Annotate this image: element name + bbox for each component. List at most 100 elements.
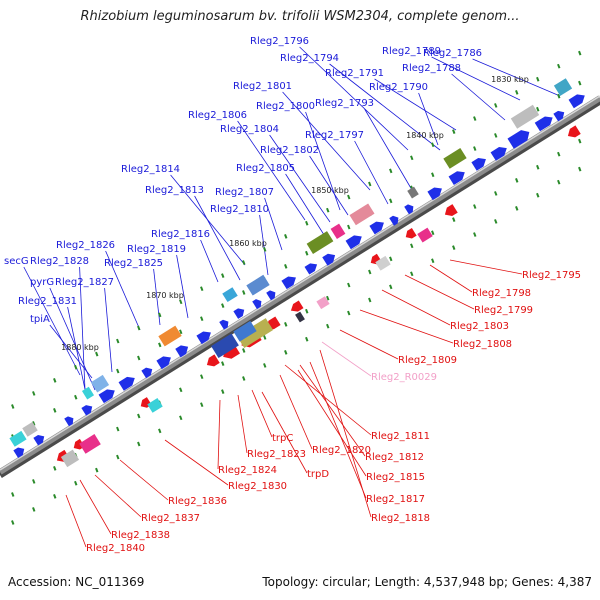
track-tick (221, 303, 225, 308)
forward-gene-arrow (252, 299, 262, 310)
upper-gene-label: pyrG (30, 277, 54, 288)
scale-tick-label: 1840 kbp (406, 131, 444, 140)
forward-gene-arrow (281, 276, 296, 290)
track-tick (95, 351, 99, 357)
leader-line (404, 274, 475, 310)
lower-gene-label: trpD (307, 469, 329, 480)
upper-gene-label: Rleg2_1816 (151, 229, 210, 240)
leader-line (354, 140, 389, 205)
gene-block (90, 374, 110, 393)
track-tick (536, 76, 540, 82)
track-tick (557, 63, 561, 69)
forward-gene-arrow (156, 356, 171, 370)
track-tick (179, 387, 183, 393)
scale-tick-label: 1850 kbp (311, 186, 349, 195)
track-tick (536, 192, 540, 198)
leader-line (284, 364, 372, 436)
forward-gene-arrow (98, 389, 115, 404)
track-tick (284, 263, 288, 269)
upper-gene-label: Rleg2_1802 (260, 145, 319, 156)
leader-line (79, 479, 112, 535)
gene-block (211, 333, 239, 359)
forward-gene-arrow (233, 308, 245, 319)
leader-line (279, 374, 313, 450)
forward-gene-arrow (81, 405, 93, 416)
lower-gene-label: Rleg2_1815 (366, 472, 425, 483)
leader-line (418, 92, 439, 146)
track-tick (368, 297, 372, 303)
lower-gene-label: Rleg2_1809 (398, 355, 457, 366)
genome-summary-text: Topology: circular; Length: 4,537,948 bp… (262, 575, 592, 589)
scale-tick-label: 1830 kbp (491, 75, 529, 84)
gene-block (330, 223, 346, 240)
forward-gene-arrow (448, 171, 465, 185)
leader-line (194, 195, 241, 281)
leader-line (299, 46, 409, 151)
forward-gene-arrow (369, 221, 384, 235)
forward-gene-arrow (196, 331, 211, 345)
lower-gene-label: Rleg2_1838 (111, 530, 170, 541)
leader-line (374, 78, 457, 131)
lower-gene-label: Rleg2_1824 (218, 465, 277, 476)
forward-gene-arrow (141, 367, 153, 379)
track-tick (221, 273, 225, 278)
track-tick (410, 155, 414, 161)
track-tick (578, 80, 582, 86)
upper-gene-label: secG (4, 256, 29, 267)
gene-block (236, 318, 274, 348)
accession-text: Accession: NC_011369 (8, 575, 145, 589)
gene-block (407, 186, 419, 199)
gene-block (9, 430, 27, 447)
track-tick (137, 325, 141, 331)
leader-line (104, 287, 113, 373)
track-tick (179, 299, 183, 305)
track-tick (74, 480, 78, 486)
track-tick (137, 413, 141, 419)
track-tick (221, 389, 225, 394)
forward-gene-arrow (534, 116, 553, 132)
track-tick (32, 421, 36, 426)
gene-block (443, 148, 467, 169)
track-tick (347, 310, 351, 316)
track-tick (431, 142, 435, 148)
leader-line (449, 259, 523, 275)
reverse-gene-arrow (567, 125, 581, 138)
leader-line (309, 155, 349, 216)
genome-backbone (0, 95, 600, 475)
reverse-gene-arrow (290, 300, 304, 312)
track-tick (158, 428, 162, 434)
track-tick (326, 207, 330, 213)
track-tick (410, 243, 414, 249)
forward-gene-arrow (404, 204, 414, 215)
upper-gene-label: Rleg2_1793 (315, 98, 374, 109)
lower-gene-label: Rleg2_1840 (86, 543, 145, 554)
upper-gene-label: Rleg2_1810 (210, 204, 269, 215)
forward-gene-arrow (471, 158, 486, 171)
leader-line (297, 369, 367, 477)
track-tick (389, 198, 393, 204)
track-tick (452, 245, 456, 250)
forward-gene-arrow (427, 187, 442, 201)
leader-line (119, 459, 169, 501)
track-tick (242, 376, 246, 381)
track-tick (515, 206, 519, 211)
lower-gene-label: Rleg2_1818 (371, 513, 430, 524)
track-tick (452, 217, 456, 222)
forward-gene-arrow (553, 110, 565, 122)
upper-gene-label: Rleg2_1825 (104, 258, 163, 269)
leader-line (431, 56, 521, 101)
track-tick (11, 492, 15, 497)
track-tick (137, 355, 141, 361)
reverse-gene-arrow (444, 204, 458, 217)
track-tick (389, 256, 393, 262)
gene-block (295, 311, 305, 323)
track-tick (32, 507, 36, 512)
track-tick (11, 520, 15, 525)
track-tick (473, 232, 477, 237)
track-tick (158, 342, 162, 348)
track-tick (515, 178, 519, 183)
upper-gene-label: Rleg2_1807 (215, 187, 274, 198)
leader-line (285, 173, 327, 239)
forward-gene-arrow (490, 147, 507, 161)
leader-line (339, 329, 399, 360)
